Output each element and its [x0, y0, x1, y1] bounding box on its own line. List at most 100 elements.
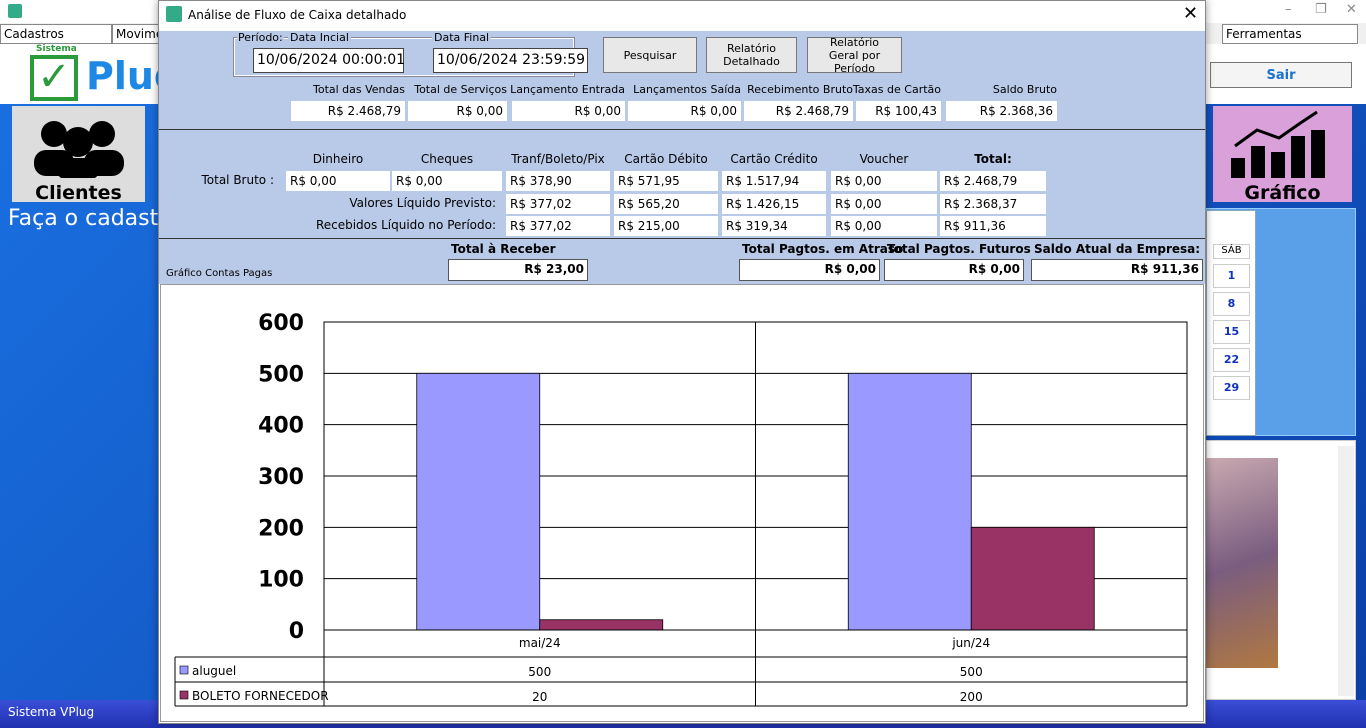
summary-label: Recebimento Bruto — [747, 83, 853, 96]
menu-combo[interactable]: Ferramentas — [1222, 24, 1358, 44]
app-icon — [8, 4, 22, 18]
bar — [539, 619, 664, 631]
grid-cell: R$ 1.517,94 — [722, 171, 826, 191]
clients-icon — [34, 121, 124, 180]
summary-label: Lançamento Entrada — [510, 83, 625, 96]
dialog-icon — [166, 6, 182, 22]
grid-cell: R$ 2.468,79 — [940, 171, 1046, 191]
grid-cell: R$ 565,20 — [614, 194, 718, 214]
separator — [159, 238, 1205, 239]
form-area — [159, 31, 1205, 284]
scrollbar[interactable] — [1338, 446, 1354, 696]
table-value: 200 — [960, 690, 983, 704]
grid-header: Cartão Débito — [624, 152, 708, 166]
grid-cell: R$ 0,00 — [831, 216, 937, 236]
end-label: Data Final — [432, 31, 492, 44]
tile-label: Gráfico — [1244, 182, 1321, 204]
calendar-day[interactable]: 29 — [1213, 376, 1250, 400]
separator — [159, 129, 1205, 130]
grid-header: Tranf/Boleto/Pix — [511, 152, 605, 166]
row-label: Recebidos Líquido no Período: — [315, 218, 496, 232]
bar — [847, 372, 972, 631]
chart-frame — [160, 284, 1204, 722]
y-tick-label: 400 — [258, 414, 304, 439]
banner: Faça o cadast — [8, 206, 159, 231]
y-tick-label: 200 — [258, 516, 304, 541]
menu-combo[interactable]: Movime — [112, 24, 172, 44]
button[interactable]: Relatório Detalhado — [706, 37, 797, 73]
legend-swatch — [179, 690, 189, 700]
chart-caption: Gráfico Contas Pagas — [166, 268, 273, 279]
chart: 0 100 200 300 400 500 600 mai/24 500 20 jun/24 500 2… — [174, 311, 1188, 707]
total-label: Total Pagtos. em Atraso — [742, 242, 904, 256]
button[interactable]: Pesquisar — [603, 37, 697, 73]
y-tick-label: 0 — [289, 619, 304, 644]
total-value: R$ 0,00 — [884, 259, 1024, 281]
start-label: Data Incial — [288, 31, 351, 44]
summary-value: R$ 0,00 — [512, 101, 625, 121]
logo-small: Sistema — [36, 44, 77, 54]
calendar-day[interactable]: 15 — [1213, 320, 1250, 344]
grid-cell: R$ 2.368,37 — [940, 194, 1046, 214]
grid-cell: R$ 215,00 — [614, 216, 718, 236]
summary-value: R$ 100,43 — [856, 101, 941, 121]
minimize[interactable]: – — [1285, 2, 1292, 17]
y-tick-label: 300 — [258, 465, 304, 490]
grid-cell: R$ 1.426,15 — [722, 194, 826, 214]
grid-header: Dinheiro — [312, 152, 364, 166]
x-tick-label: jun/24 — [951, 636, 990, 650]
summary-label: Total das Vendas — [312, 83, 405, 96]
dialog-title: Análise de Fluxo de Caixa detalhado — [188, 8, 407, 22]
bar — [970, 526, 1095, 631]
grid-cell: R$ 0,00 — [392, 171, 502, 191]
exit-button[interactable]: Sair — [1210, 62, 1352, 88]
chart-tile[interactable]: Gráfico — [1213, 106, 1352, 204]
summary-value: R$ 2.468,79 — [291, 101, 405, 121]
table-value: 500 — [960, 665, 983, 679]
y-tick-label: 500 — [258, 362, 304, 387]
clients-tile[interactable]: Clientes — [12, 106, 145, 204]
grid-cell: R$ 377,02 — [506, 216, 610, 236]
calendar-day[interactable]: 8 — [1213, 292, 1250, 316]
dialog-close[interactable]: ✕ — [1183, 3, 1199, 24]
grid-cell: R$ 319,34 — [722, 216, 826, 236]
close[interactable]: ✕ — [1346, 2, 1357, 17]
calendar-header: SÁB — [1213, 244, 1250, 259]
calendar-day[interactable]: 22 — [1213, 348, 1250, 372]
y-tick-label: 100 — [258, 568, 304, 593]
y-tick-label: 600 — [258, 311, 304, 336]
summary-label: Saldo Bruto — [992, 83, 1057, 96]
menu-combo[interactable]: Cadastros — [0, 24, 112, 44]
row-label: Total Bruto : — [201, 173, 274, 187]
legend-swatch — [179, 665, 189, 675]
summary-value: R$ 2.368,36 — [946, 101, 1057, 121]
end-input[interactable]: 10/06/2024 23:59:59 — [433, 48, 588, 73]
chart-icon — [1231, 110, 1325, 178]
grid-cell: R$ 0,00 — [831, 194, 937, 214]
tile-label: Clientes — [35, 182, 122, 204]
total-label: Saldo Atual da Empresa: — [1034, 242, 1201, 256]
button[interactable]: Relatório Geral por Período — [807, 36, 902, 75]
logo-check: ✓ — [30, 55, 78, 101]
bar — [416, 372, 541, 631]
grid-cell: R$ 911,36 — [940, 216, 1046, 236]
table-value: 500 — [528, 665, 551, 679]
row-label: Valores Líquido Previsto: — [349, 196, 496, 210]
calendar-day[interactable]: 1 — [1213, 264, 1250, 288]
total-value: R$ 0,00 — [739, 259, 880, 281]
legend-label: BOLETO FORNECEDOR — [192, 689, 329, 703]
summary-value: R$ 0,00 — [408, 101, 507, 121]
start-input[interactable]: 10/06/2024 00:00:01 — [253, 48, 405, 73]
summary-value: R$ 0,00 — [628, 101, 741, 121]
summary-label: Taxas de Cartão — [852, 83, 941, 96]
grid-header: Cartão Crédito — [730, 152, 818, 166]
grid-header: Total: — [974, 152, 1012, 166]
grid-cell: R$ 378,90 — [506, 171, 610, 191]
maximize[interactable]: ❐ — [1315, 2, 1327, 17]
total-label: Total Pagtos. Futuros — [887, 242, 1031, 256]
grid-header: Voucher — [859, 152, 909, 166]
summary-label: Lançamentos Saída — [633, 83, 741, 96]
grid-cell: R$ 0,00 — [286, 171, 390, 191]
photo — [1206, 458, 1278, 668]
